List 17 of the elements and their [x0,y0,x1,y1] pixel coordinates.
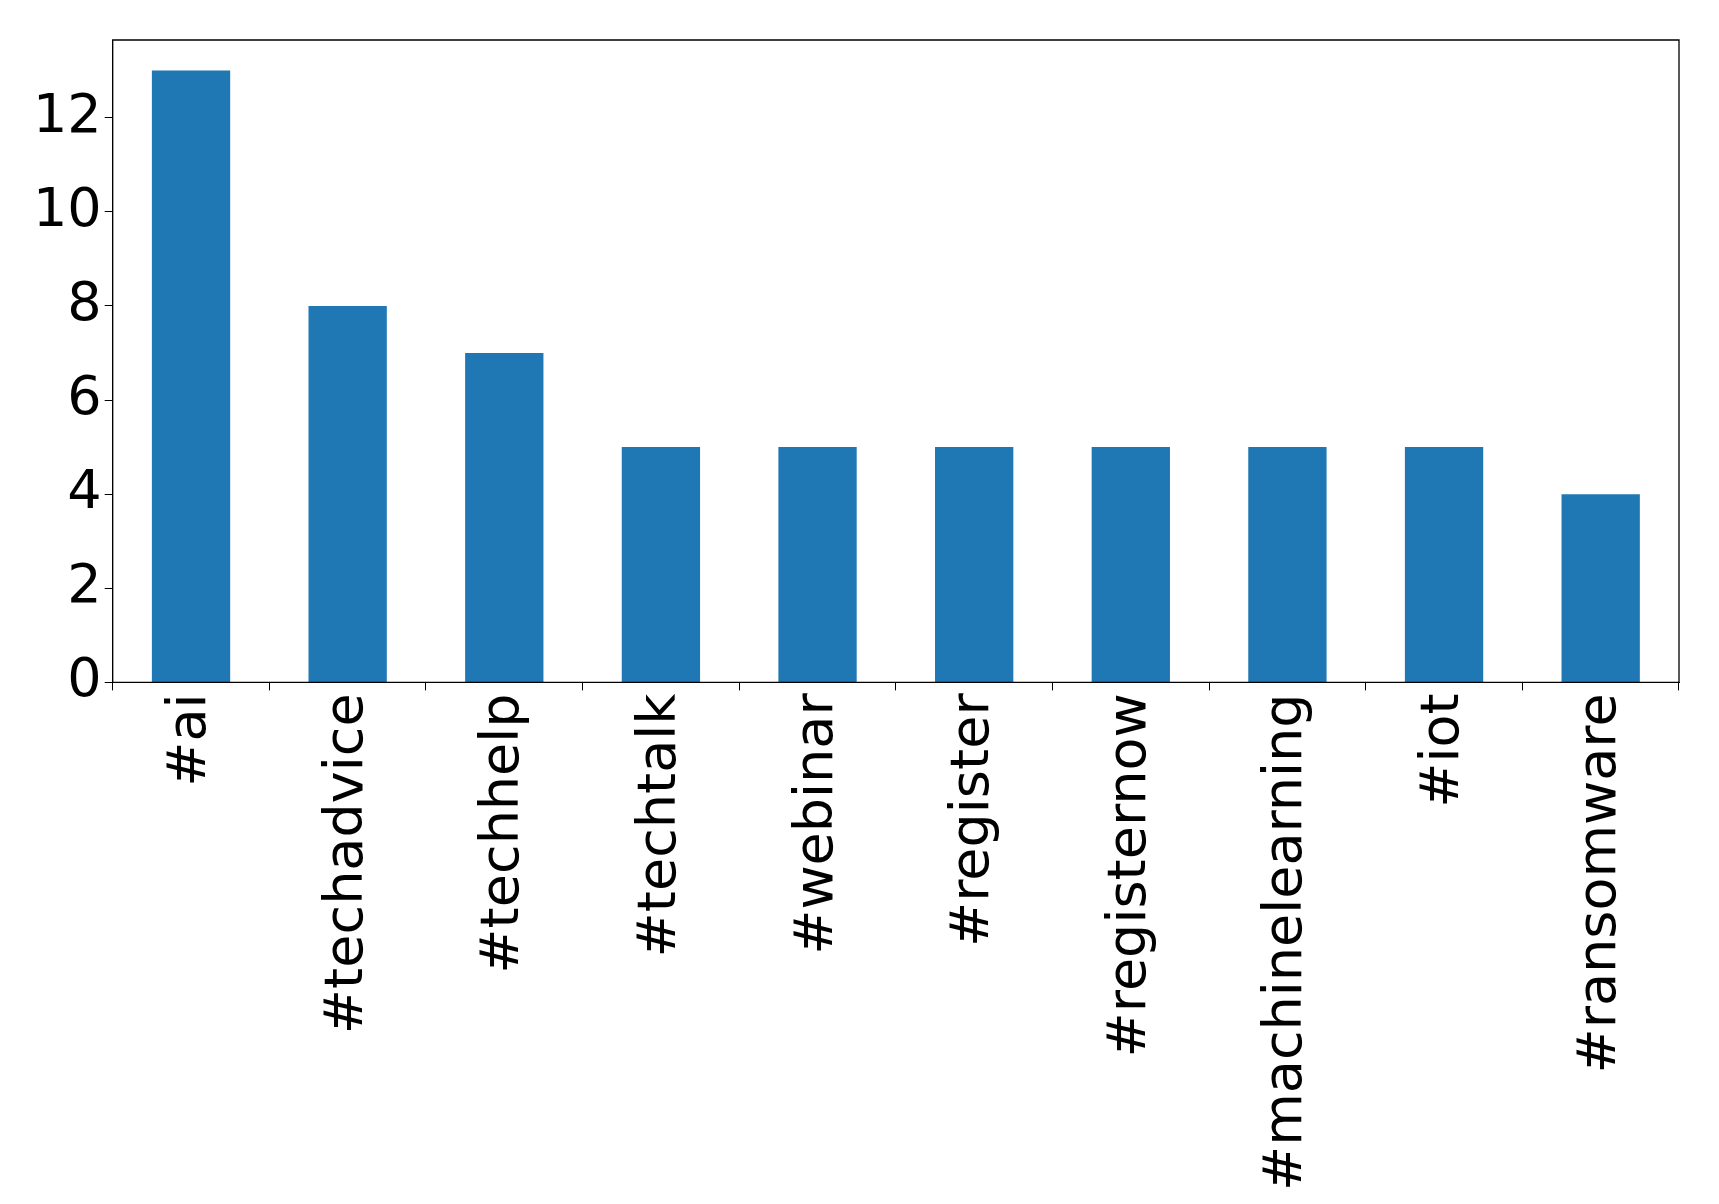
x-tick-label: #iot [1408,693,1472,808]
x-tick-label: #techhelp [468,693,532,974]
x-tick-label: #techtalk [624,692,688,958]
x-tick-label: #ransomware [1564,693,1628,1074]
y-tick-label: 4 [67,458,102,522]
y-tick-label: 12 [32,81,102,145]
y-tick-label: 2 [67,552,102,616]
y-tick-label: 10 [32,175,102,239]
x-tick-label: #machinelearning [1251,693,1315,1192]
y-tick-label: 6 [67,364,102,428]
x-tick-label: #registernow [1094,693,1158,1058]
x-tick-label: #ai [155,693,219,787]
x-tick-label: #webinar [781,692,845,955]
y-tick-label: 0 [67,646,102,710]
x-tick-label: #register [938,692,1002,947]
y-tick-label: 8 [67,269,102,333]
x-tick-label: #techadvice [311,693,375,1035]
